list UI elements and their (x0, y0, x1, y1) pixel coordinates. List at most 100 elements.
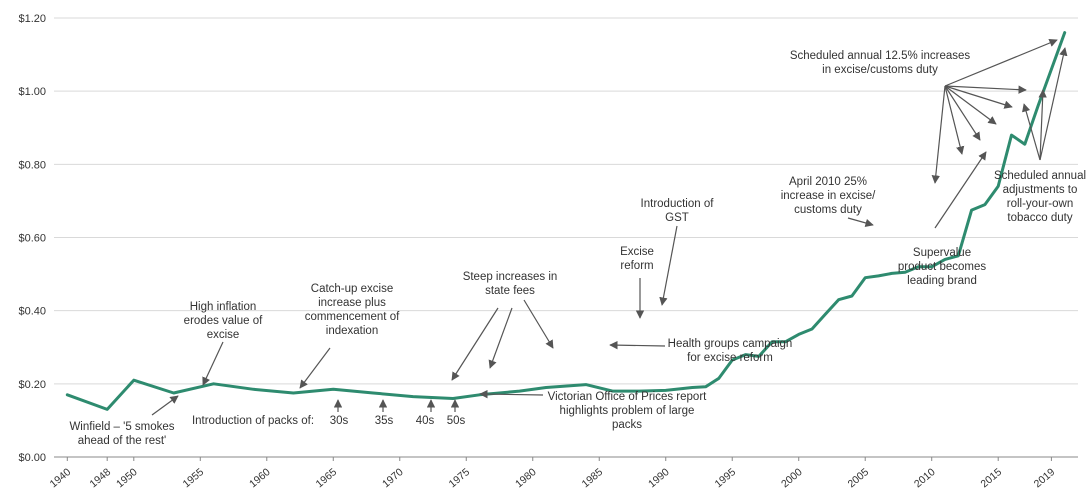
annotation-arrow (451, 307, 499, 381)
x-tick-label: 2005 (846, 466, 872, 490)
x-tick-label: 1955 (181, 466, 207, 490)
annotation-line: leading brand (907, 275, 977, 287)
x-tick-label: 1940 (48, 466, 74, 490)
x-tick-label: 1990 (646, 466, 672, 490)
annotation-gst: Introduction of GST (641, 198, 715, 224)
x-tick-label: 1985 (580, 466, 606, 490)
annotation-line: erodes value of (184, 315, 263, 327)
annotation-high-inflation: High inflation erodes value of excise (184, 301, 263, 341)
annotation-catch-up: Catch-up excise increase plus commencement… (305, 283, 400, 337)
annotation-arrow (944, 85, 1027, 94)
annotation-line: Excise (620, 246, 654, 258)
annotation-scheduled-12-5: Scheduled annual 12.5% increases in excis… (790, 50, 971, 76)
annotation-arrow (299, 347, 331, 389)
annotation-arrow (659, 225, 678, 306)
annotation-line: highlights problem of large (560, 405, 695, 417)
annotation-arrow (944, 85, 1013, 109)
annotation-line: indexation (326, 325, 378, 337)
x-tick-label: 1948 (88, 466, 114, 490)
gridlines (54, 17, 1078, 385)
annotation-line: April 2010 25% (789, 176, 867, 188)
annotation-line: state fees (485, 285, 535, 297)
annotation-line: Catch-up excise (311, 283, 393, 295)
y-tick-label: $0.60 (18, 233, 46, 245)
annotation-health-groups: Health groups campaign for excise reform (668, 338, 793, 364)
annotation-line: in excise/customs duty (822, 64, 938, 76)
annotation-line: tobacco duty (1007, 212, 1072, 224)
x-tick-label: 2010 (912, 466, 938, 490)
annotation-line: Introduction of packs of: (192, 415, 314, 427)
x-tick-label: 2000 (779, 466, 805, 490)
annotations: Winfield – '5 smokes ahead of the rest' Hi… (69, 50, 1086, 447)
annotation-arrow (847, 217, 874, 228)
annotation-line: customs duty (794, 204, 862, 216)
annotation-arrow (944, 85, 981, 141)
annotation-arrow (931, 85, 946, 184)
annotation-arrow (1022, 103, 1041, 161)
annotation-line: 50s (447, 415, 466, 427)
annotation-arrow (609, 340, 666, 350)
annotation-steep-increases: Steep increases in state fees (463, 271, 558, 297)
annotation-arrow (1039, 47, 1068, 161)
annotation-line: packs (612, 419, 642, 431)
annotation-line: ahead of the rest' (78, 435, 167, 447)
annotation-line: Introduction of (641, 198, 715, 210)
annotation-victorian-office: Victorian Office of Prices report highlig… (548, 391, 708, 431)
annotation-excise-reform: Excise reform (620, 246, 654, 272)
x-tick-label: 1995 (713, 466, 739, 490)
y-tick-label: $0.00 (18, 452, 46, 464)
annotation-pack-40s: 40s (416, 415, 435, 427)
annotation-line: High inflation (190, 301, 256, 313)
annotation-line: adjustments to (1003, 184, 1078, 196)
annotation-arrow (944, 38, 1058, 87)
annotation-arrow (151, 395, 179, 416)
annotation-arrow (488, 307, 513, 369)
annotation-line: increase in excise/ (781, 190, 876, 202)
annotation-arrow (479, 389, 544, 399)
annotation-winfield: Winfield – '5 smokes ahead of the rest' (69, 421, 174, 447)
annotation-arrow (944, 85, 997, 125)
y-tick-label: $0.80 (18, 159, 46, 171)
y-tick-label: $0.40 (18, 306, 46, 318)
x-tick-label: 1970 (380, 466, 406, 490)
annotation-arrow (944, 85, 965, 155)
y-tick-label: $0.20 (18, 379, 46, 391)
annotation-line: commencement of (305, 311, 400, 323)
annotation-packs-intro: Introduction of packs of: (192, 415, 314, 427)
annotation-roll-your-own: Scheduled annual adjustments to roll-your-… (994, 170, 1086, 224)
x-tick-label: 1965 (314, 466, 340, 490)
x-tick-label: 2019 (1032, 466, 1058, 490)
annotation-supervalue: Supervalue product becomes leading brand (898, 247, 986, 287)
annotation-line: Supervalue (913, 247, 971, 259)
annotation-line: excise (207, 329, 240, 341)
x-tick-label: 1960 (247, 466, 273, 490)
x-tick-label: 1950 (114, 466, 140, 490)
annotation-arrows (151, 38, 1068, 416)
annotation-arrow (523, 299, 554, 349)
annotation-arrow (202, 341, 224, 386)
series-line (65, 31, 1067, 411)
annotation-line: Steep increases in (463, 271, 558, 283)
y-tick-label: $1.20 (18, 13, 46, 25)
annotation-pack-35s: 35s (375, 415, 394, 427)
annotation-line: 30s (330, 415, 349, 427)
annotation-line: GST (665, 212, 689, 224)
annotation-pack-50s: 50s (447, 415, 466, 427)
x-tick-label: 2015 (979, 466, 1005, 490)
annotation-line: increase plus (318, 297, 386, 309)
annotation-line: for excise reform (687, 352, 773, 364)
annotation-line: Scheduled annual 12.5% increases (790, 50, 971, 62)
y-tick-label: $1.00 (18, 86, 46, 98)
annotation-line: 35s (375, 415, 394, 427)
series (65, 31, 1067, 411)
annotation-line: product becomes (898, 261, 986, 273)
annotation-line: Scheduled annual (994, 170, 1086, 182)
annotation-april-2010: April 2010 25% increase in excise/customs… (781, 176, 876, 216)
annotation-arrow (934, 151, 987, 229)
annotation-pack-30s: 30s (330, 415, 349, 427)
x-tick-label: 1980 (513, 466, 539, 490)
annotation-arrow (1038, 89, 1047, 161)
annotation-line: Winfield – '5 smokes (69, 421, 174, 433)
